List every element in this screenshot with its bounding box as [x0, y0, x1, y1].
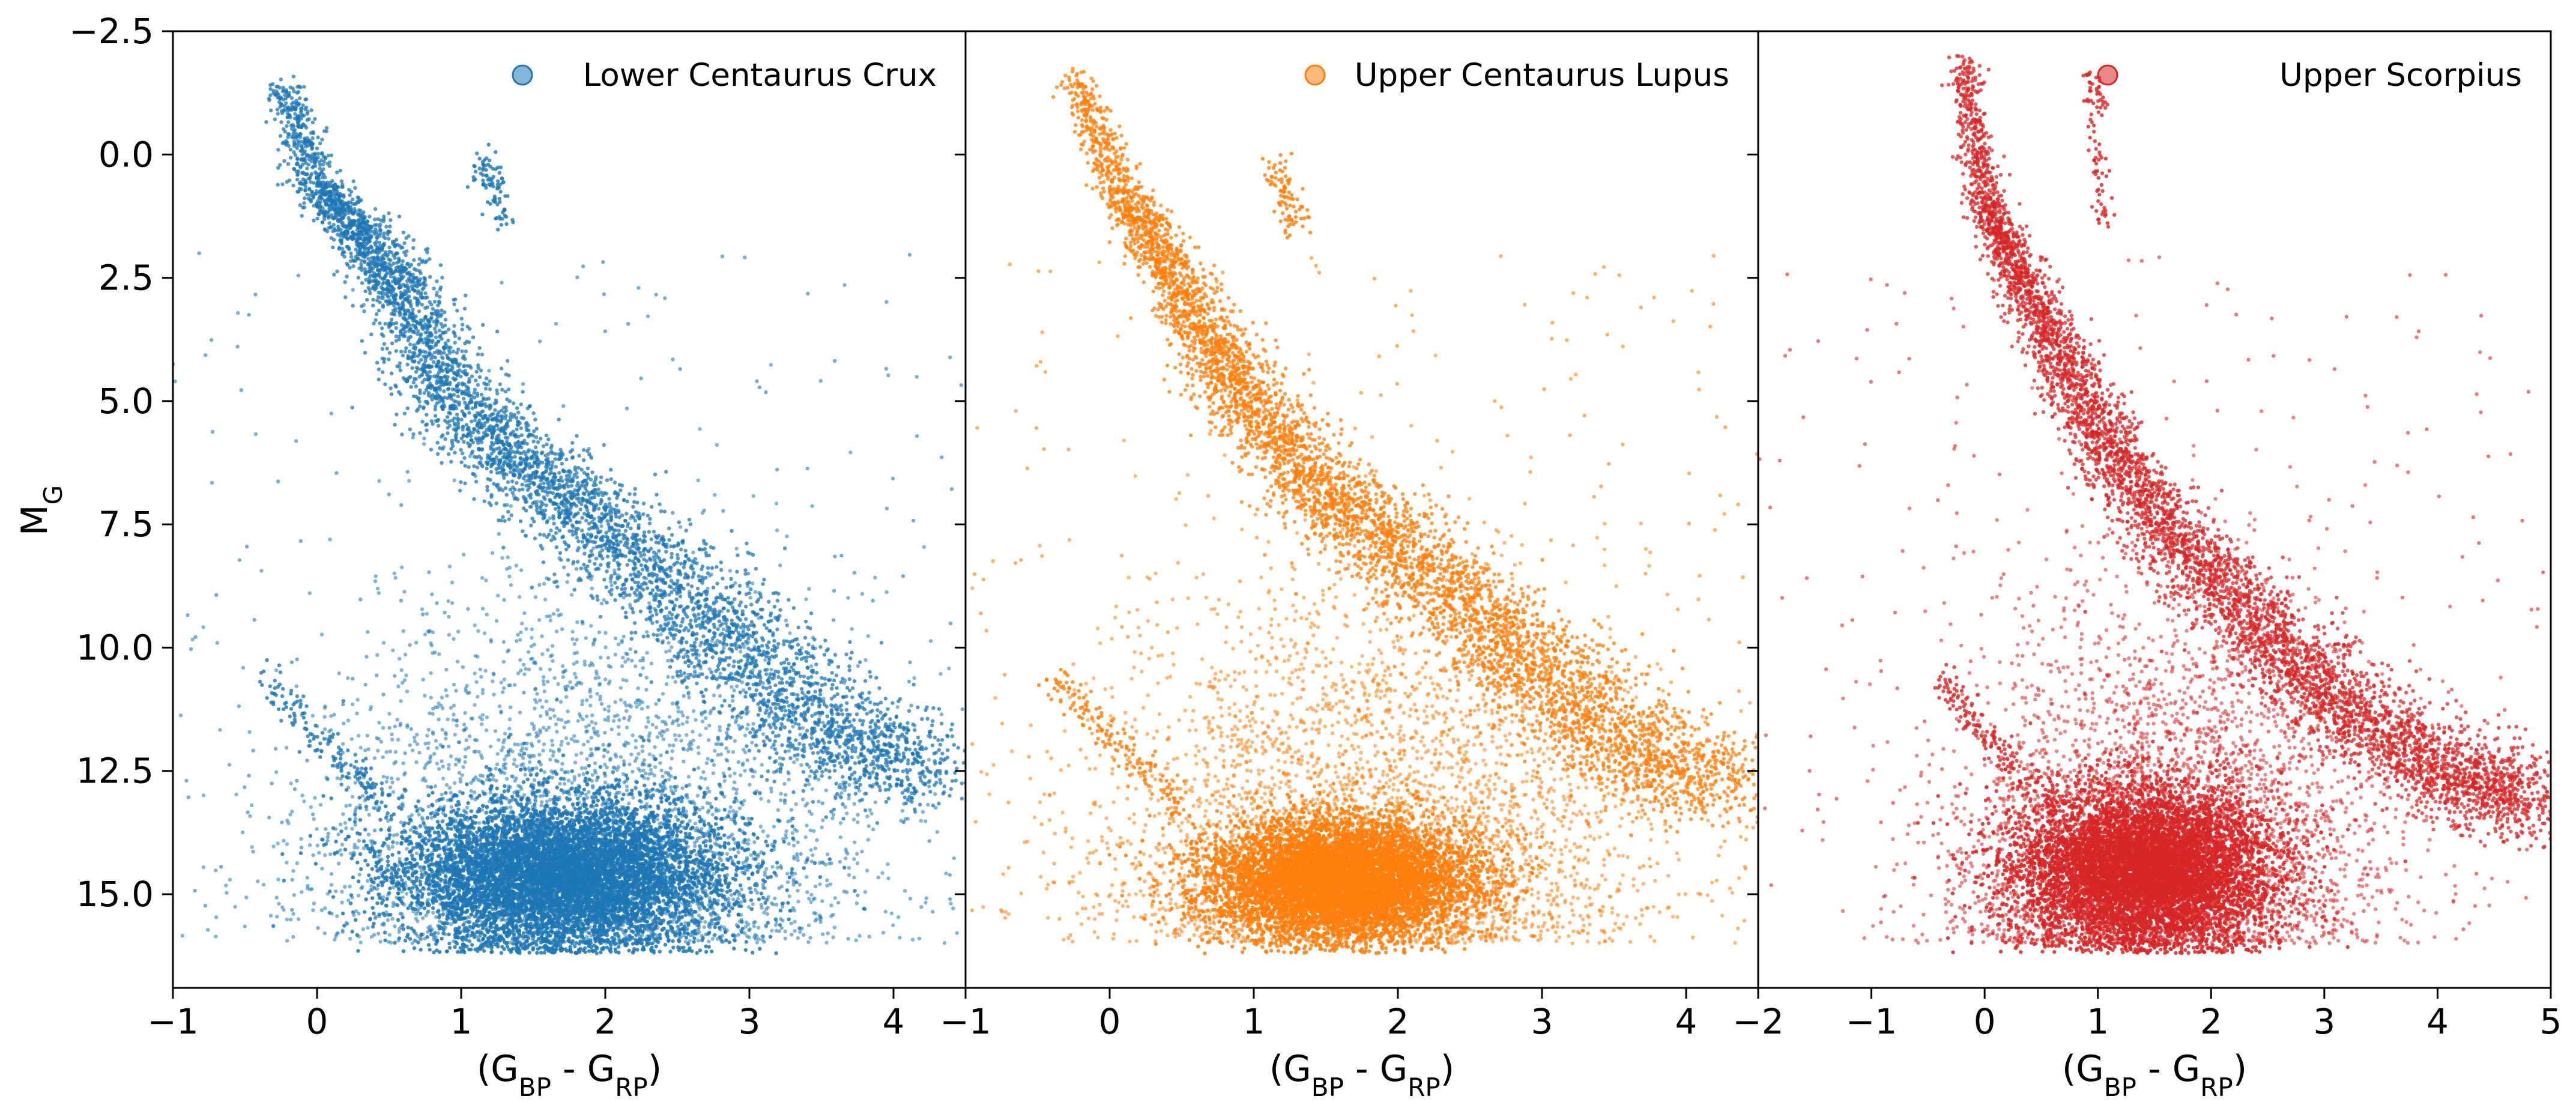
- y-tick-label: 5.0: [98, 381, 154, 422]
- legend-label: Lower Centaurus Crux: [583, 57, 937, 94]
- x-tick-label: 2: [1387, 1001, 1409, 1042]
- x-tick-label: 1: [2087, 1001, 2109, 1042]
- x-tick-label: 1: [450, 1001, 473, 1042]
- axes-frame-layer: [162, 30, 2552, 999]
- x-axis-label: (GBP - GRP): [477, 1048, 662, 1102]
- x-tick-label: −1: [1846, 1001, 1897, 1042]
- y-tick-label: 10.0: [76, 627, 154, 668]
- x-tick-label: 4: [883, 1001, 905, 1042]
- x-tick-label: 4: [1675, 1001, 1698, 1042]
- legend-marker-1: [1304, 64, 1326, 86]
- x-tick-label: 1: [1243, 1001, 1265, 1042]
- legend-marker-0: [512, 64, 533, 86]
- y-tick-label: 12.5: [76, 751, 154, 792]
- legend-marker-2: [2097, 64, 2118, 86]
- x-tick-label: 0: [1974, 1001, 1996, 1042]
- y-tick-label: 15.0: [76, 874, 154, 915]
- x-tick-label: 3: [1531, 1001, 1553, 1042]
- labels-layer: −1 0 1 2 3 4 −2.5 0.0 2.5 5.0 7.5 10.0 12.5 15.0 (GBP …: [14, 11, 2562, 1102]
- x-tick-label: −1: [147, 1001, 199, 1042]
- x-tick-label: 0: [1099, 1001, 1121, 1042]
- x-tick-label: −1: [940, 1001, 991, 1042]
- x-tick-label: 2: [2200, 1001, 2222, 1042]
- x-axis-label: (GBP - GRP): [1269, 1048, 1454, 1102]
- y-axis-label: MG: [14, 485, 68, 536]
- y-tick-label: 0.0: [98, 134, 154, 175]
- x-tick-label: −2: [1732, 1001, 1784, 1042]
- scatter-series-2: [1758, 53, 2551, 955]
- x-tick-label: 0: [306, 1001, 328, 1042]
- y-tick-label: 2.5: [98, 258, 154, 298]
- scatter-series-1: [970, 67, 1758, 955]
- x-tick-label: 3: [739, 1001, 761, 1042]
- x-axis-label: (GBP - GRP): [2062, 1048, 2247, 1102]
- legend-label: Upper Centaurus Lupus: [1355, 57, 1729, 94]
- scatter-series-0: [173, 74, 966, 955]
- x-tick-label: 3: [2313, 1001, 2335, 1042]
- x-tick-label: 2: [594, 1001, 617, 1042]
- x-tick-label: 4: [2426, 1001, 2449, 1042]
- scatter-points-layer: [173, 53, 2551, 955]
- panel-frame-2: [1757, 30, 2552, 989]
- x-tick-label: 5: [2540, 1001, 2562, 1042]
- y-tick-label: −2.5: [69, 11, 154, 52]
- legend-label: Upper Scorpius: [2279, 57, 2522, 94]
- y-tick-label: 7.5: [98, 504, 154, 545]
